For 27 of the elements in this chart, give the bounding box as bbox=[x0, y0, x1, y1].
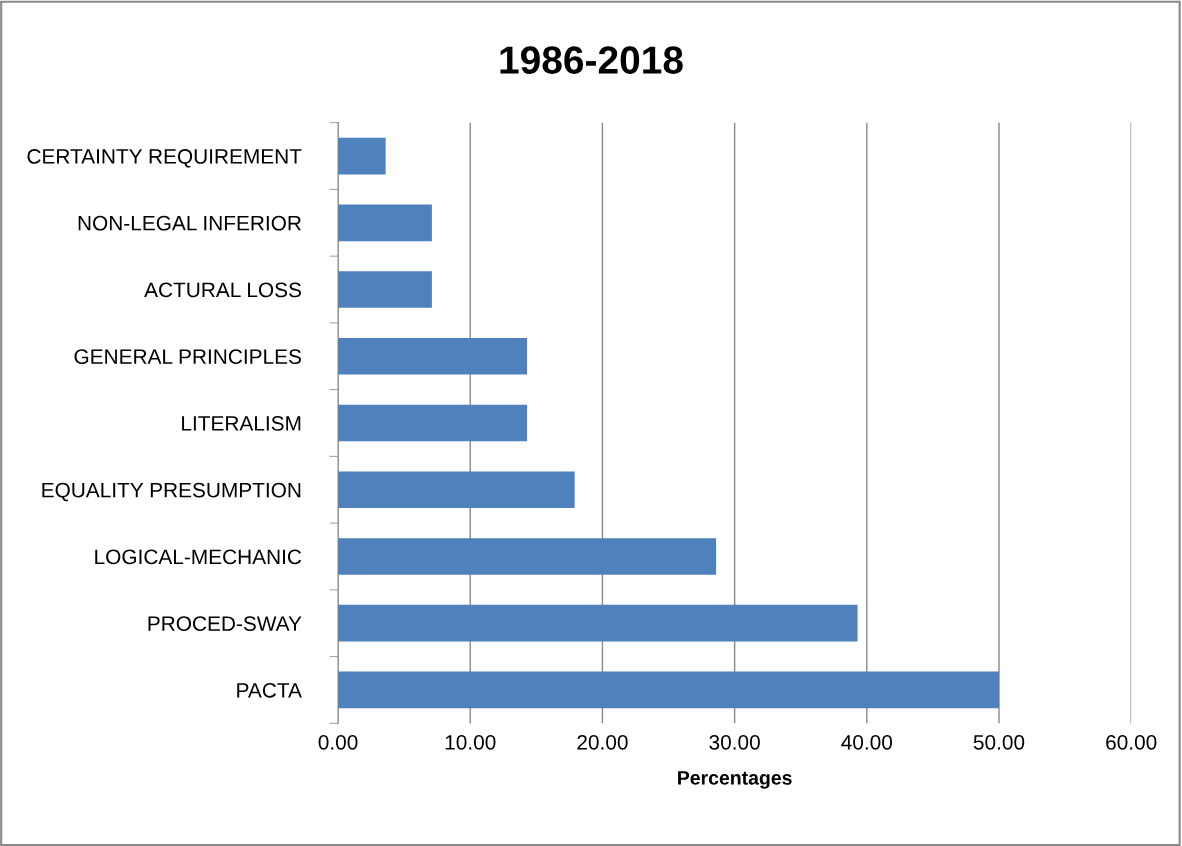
x-tick-label: 40.00 bbox=[841, 734, 893, 750]
bar bbox=[338, 471, 575, 509]
x-tick-label: 10.00 bbox=[445, 734, 496, 750]
y-tick-label: GENERAL PRINCIPLES bbox=[74, 349, 301, 365]
x-tick-label: 60.00 bbox=[1106, 734, 1157, 750]
bar bbox=[338, 204, 432, 242]
bar bbox=[338, 404, 528, 442]
x-axis-title: Percentages bbox=[678, 771, 792, 789]
y-tick-label: NON-LEGAL INFERIOR bbox=[78, 215, 301, 231]
x-tick-label: 0.00 bbox=[318, 734, 358, 750]
y-tick-label: PROCED-SWAY bbox=[148, 616, 302, 631]
chart-title: 1986-2018 bbox=[500, 46, 683, 74]
x-tick-label: 50.00 bbox=[973, 734, 1025, 750]
y-tick-label: ACTURAL LOSS bbox=[144, 282, 301, 298]
bar bbox=[338, 671, 999, 709]
bar bbox=[338, 137, 386, 175]
y-tick-label: LOGICAL-MECHANIC bbox=[95, 549, 302, 565]
y-tick-label: LITERALISM bbox=[182, 416, 301, 431]
bar bbox=[338, 604, 858, 642]
y-tick-label: CERTAINTY REQUIREMENT bbox=[27, 149, 302, 168]
x-tick-label: 30.00 bbox=[709, 734, 760, 750]
y-tick-label: PACTA bbox=[237, 682, 302, 698]
y-tick-label: EQUALITY PRESUMPTION bbox=[42, 482, 301, 502]
x-tick-label: 20.00 bbox=[577, 734, 628, 750]
bar bbox=[338, 271, 432, 308]
bar bbox=[338, 538, 717, 575]
bar bbox=[338, 337, 528, 375]
